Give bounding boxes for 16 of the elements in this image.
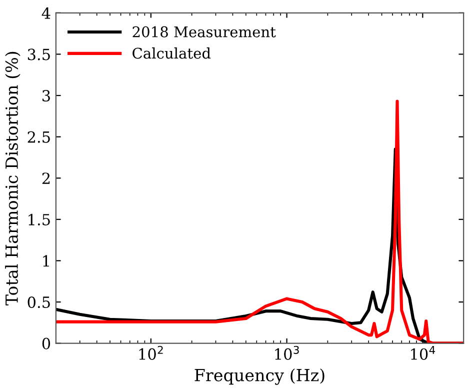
legend-label: Calculated (132, 47, 211, 59)
y-axis-title: Total Harmonic Distortion (%) (5, 52, 20, 306)
y-tick-label: 0.5 (28, 296, 50, 308)
y-tick-label: 4 (42, 7, 50, 19)
y-tick-label: 2 (42, 172, 50, 184)
legend-label: 2018 Measurement (132, 26, 276, 38)
y-tick-label: 1.5 (28, 214, 50, 226)
y-tick-label: 2.5 (28, 131, 50, 143)
x-tick-label: 10$^{3}$ (275, 346, 299, 360)
x-tick-label: 10$^{2}$ (139, 346, 163, 360)
y-tick-label: 3.5 (28, 48, 50, 60)
y-tick-label: 0 (42, 338, 50, 350)
x-tick-label: 10$^{4}$ (411, 346, 436, 360)
y-tick-label: 3 (42, 90, 50, 102)
y-tick-label: 1 (43, 255, 49, 267)
x-axis-title: Frequency (Hz) (194, 368, 324, 385)
